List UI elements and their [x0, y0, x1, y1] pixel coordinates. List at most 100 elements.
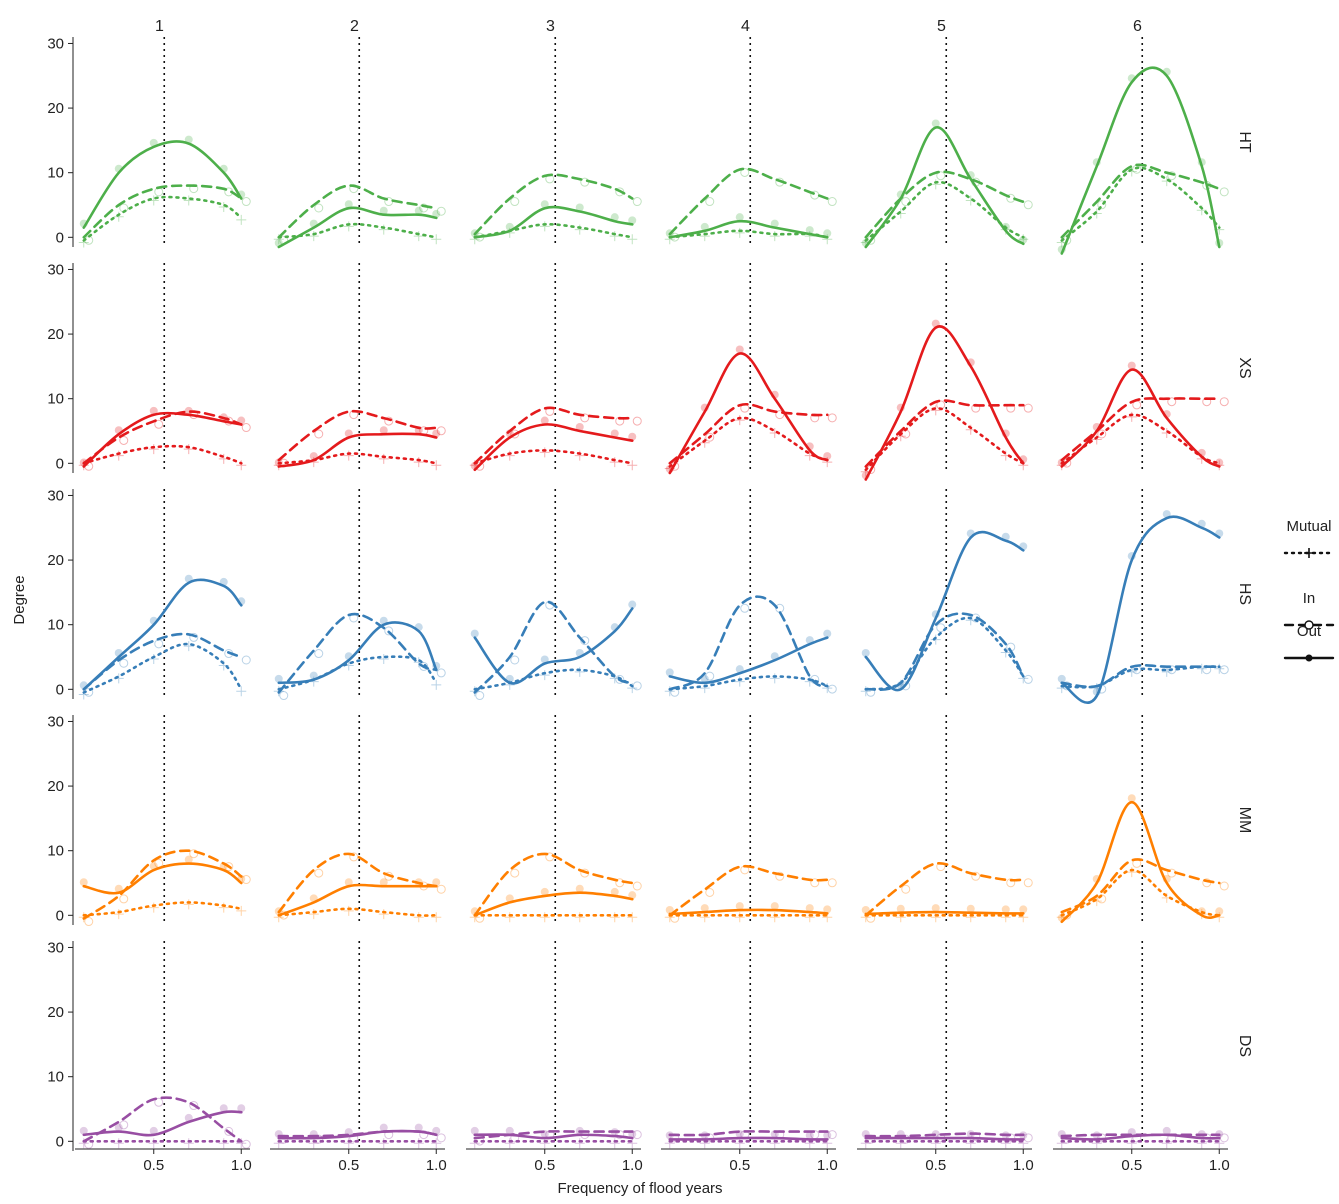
panel-mm-2: [273, 715, 446, 925]
point-mutual: [343, 450, 354, 461]
y-tick-label: 30: [47, 35, 64, 52]
point-in: [510, 868, 520, 878]
point-mutual: [113, 450, 124, 461]
point-in: [84, 917, 94, 927]
point-mutual: [664, 234, 675, 245]
point-out: [966, 904, 975, 913]
point-out: [770, 902, 779, 911]
point-out: [1001, 905, 1010, 914]
point-in: [154, 419, 164, 429]
point-mutual: [627, 912, 638, 923]
x-tick-label: 0.5: [925, 1157, 946, 1174]
series-line-in: [277, 852, 438, 914]
point-mutual: [431, 679, 442, 690]
column-label-3: 3: [546, 18, 555, 35]
point-in: [119, 1120, 129, 1130]
point-in: [224, 862, 234, 872]
panel-hs-6: [1056, 489, 1229, 704]
point-in: [580, 636, 590, 646]
series-line-out: [82, 140, 243, 229]
point-mutual: [1126, 166, 1137, 177]
point-mutual: [273, 1138, 284, 1149]
point-mutual: [431, 234, 442, 245]
point-mutual: [431, 1138, 442, 1149]
point-in: [632, 416, 642, 426]
point-mutual: [895, 1138, 906, 1149]
series-line-in: [473, 600, 634, 694]
point-out: [414, 206, 423, 215]
series-line-out: [473, 423, 634, 472]
point-mutual: [378, 909, 389, 920]
point-in: [615, 674, 625, 684]
point-mutual: [627, 1138, 638, 1149]
point-mutual: [609, 912, 620, 923]
point-mutual: [308, 909, 319, 920]
point-mutual: [965, 615, 976, 626]
point-mutual: [504, 912, 515, 923]
point-mutual: [183, 899, 194, 910]
point-out: [379, 878, 388, 887]
series-line-in: [82, 1096, 243, 1143]
point-mutual: [183, 195, 194, 206]
series-line-out: [277, 206, 438, 249]
point-in: [1219, 1133, 1229, 1143]
point-in: [740, 167, 750, 177]
point-mutual: [699, 912, 710, 923]
series-line-mutual: [668, 416, 829, 468]
panel-ds-4: [664, 941, 837, 1151]
point-in: [154, 639, 164, 649]
series-line-out: [1060, 66, 1221, 255]
point-out: [665, 906, 674, 915]
point-mutual: [1126, 867, 1137, 878]
point-out: [344, 878, 353, 887]
point-out: [735, 665, 744, 674]
point-mutual: [469, 234, 480, 245]
point-in: [241, 655, 251, 665]
point-in: [971, 871, 981, 881]
series-line-in: [668, 864, 829, 917]
panel-xs-3: [469, 263, 642, 473]
point-in: [827, 878, 837, 888]
point-mutual: [699, 231, 710, 242]
point-in: [1023, 403, 1033, 413]
series-line-in: [82, 184, 243, 239]
point-mutual: [804, 912, 815, 923]
point-in: [384, 416, 394, 426]
point-out: [735, 213, 744, 222]
point-out: [184, 855, 193, 864]
point-mutual: [627, 234, 638, 245]
series-line-mutual: [82, 901, 243, 917]
series-line-mutual: [277, 655, 438, 691]
y-tick-label: 10: [47, 1069, 64, 1086]
point-in: [189, 632, 199, 642]
point-out: [823, 1131, 832, 1140]
panel-hs-4: [664, 489, 837, 699]
point-mutual: [236, 686, 247, 697]
point-in: [436, 884, 446, 894]
panel-ds-1: [78, 941, 251, 1151]
point-mutual: [769, 1138, 780, 1149]
row-label-hs: HS: [1236, 583, 1253, 605]
point-in: [705, 432, 715, 442]
series-line-in: [668, 403, 829, 465]
point-mutual: [113, 909, 124, 920]
row-label-ds: DS: [1236, 1035, 1253, 1057]
point-out: [628, 600, 637, 609]
panel-ht-1: [78, 37, 251, 248]
legend-label-in: In: [1303, 590, 1316, 607]
point-in: [1097, 200, 1107, 210]
point-out: [700, 222, 709, 231]
point-out: [505, 894, 514, 903]
point-mutual: [469, 1138, 480, 1149]
panel-mm-1: [78, 715, 251, 927]
point-mutual: [574, 450, 585, 461]
panel-ds-2: [273, 941, 446, 1151]
series-line-out: [1060, 1133, 1221, 1141]
point-mutual: [378, 224, 389, 235]
point-in: [189, 1101, 199, 1111]
panel-hs-3: [469, 489, 642, 701]
point-in: [279, 691, 289, 701]
point-out: [823, 229, 832, 238]
point-out: [237, 1104, 246, 1113]
panel-hs-1: [78, 489, 251, 700]
